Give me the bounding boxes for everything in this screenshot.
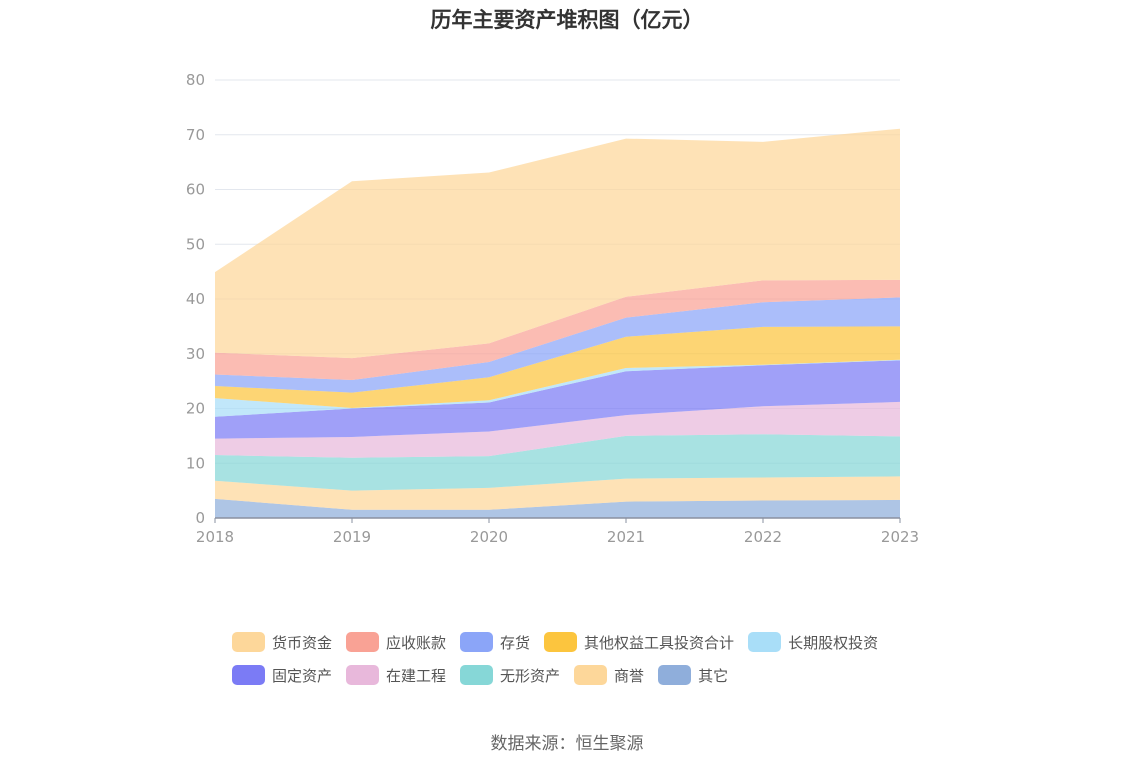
legend-item[interactable]: 无形资产	[460, 663, 560, 687]
area-series-其它[interactable]	[215, 498, 900, 518]
legend-label: 商誉	[614, 666, 645, 685]
legend-label: 其他权益工具投资合计	[584, 633, 735, 652]
legend-item[interactable]: 固定资产	[232, 663, 332, 687]
y-tick-label: 60	[186, 181, 205, 199]
legend-label: 应收账款	[386, 633, 447, 652]
legend-swatch	[544, 632, 578, 652]
y-tick-label: 30	[186, 345, 205, 363]
y-tick-label: 40	[186, 290, 205, 308]
area-series-商誉[interactable]	[215, 476, 900, 510]
legend-item[interactable]: 存货	[460, 630, 530, 654]
legend-item[interactable]: 在建工程	[346, 663, 446, 687]
legend-label: 其它	[698, 666, 729, 685]
legend-swatch	[658, 665, 692, 685]
area-series-应收账款[interactable]	[215, 279, 900, 381]
source-note: 数据来源：恒生聚源	[490, 734, 644, 754]
y-tick-label: 10	[186, 454, 205, 472]
x-tick-label: 2022	[744, 528, 782, 546]
area-layer	[215, 128, 900, 518]
x-tick-label: 2019	[333, 528, 371, 546]
area-series-存货[interactable]	[215, 297, 900, 393]
y-tick-label: 0	[195, 509, 205, 527]
area-series-货币资金[interactable]	[215, 128, 900, 359]
legend-item[interactable]: 应收账款	[346, 630, 446, 654]
legend-label: 货币资金	[272, 633, 333, 652]
y-tick-label: 70	[186, 126, 205, 144]
x-tick-label: 2018	[196, 528, 234, 546]
legend-label: 存货	[500, 633, 531, 652]
legend-swatch	[346, 665, 380, 685]
area-series-无形资产[interactable]	[215, 434, 900, 491]
x-tick-label: 2020	[470, 528, 508, 546]
legend-label: 长期股权投资	[788, 633, 879, 652]
legend-swatch	[574, 665, 608, 685]
legend-item[interactable]: 货币资金	[232, 630, 332, 654]
legend-swatch	[232, 665, 265, 685]
legend: 货币资金 应收账款 存货 其他权益工具投资合计 长期股权投资固定资产 在建工程 无形资产 商誉…	[232, 630, 932, 687]
chart-title: 历年主要资产堆积图（亿元）	[430, 8, 704, 32]
area-series-其他权益工具投资合计[interactable]	[215, 326, 900, 408]
legend-swatch	[460, 665, 494, 685]
legend-label: 固定资产	[272, 666, 333, 685]
y-tick-label: 50	[186, 235, 205, 253]
chart-plot: 0 10 20 30 40 50 60 70 80 2018 2019 2020 2021 2022 202…	[186, 71, 919, 546]
legend-label: 在建工程	[386, 666, 447, 685]
axis-layer: 0 10 20 30 40 50 60 70 80 2018 2019 2020 2021 2022 202…	[186, 71, 919, 546]
legend-swatch	[232, 632, 265, 652]
legend-item[interactable]: 长期股权投资	[748, 630, 878, 654]
area-series-固定资产[interactable]	[215, 360, 900, 439]
legend-item[interactable]: 其它	[658, 663, 728, 687]
legend-item[interactable]: 商誉	[574, 663, 644, 687]
y-tick-label: 80	[186, 71, 205, 89]
legend-swatch	[748, 632, 782, 652]
legend-item[interactable]: 其他权益工具投资合计	[544, 630, 734, 654]
legend-label: 无形资产	[500, 666, 561, 685]
x-tick-label: 2023	[881, 528, 919, 546]
legend-swatch	[346, 632, 380, 652]
area-series-长期股权投资[interactable]	[215, 359, 900, 417]
legend-swatch	[460, 632, 494, 652]
y-tick-label: 20	[186, 400, 205, 418]
area-series-在建工程[interactable]	[215, 401, 900, 458]
x-tick-label: 2021	[607, 528, 645, 546]
